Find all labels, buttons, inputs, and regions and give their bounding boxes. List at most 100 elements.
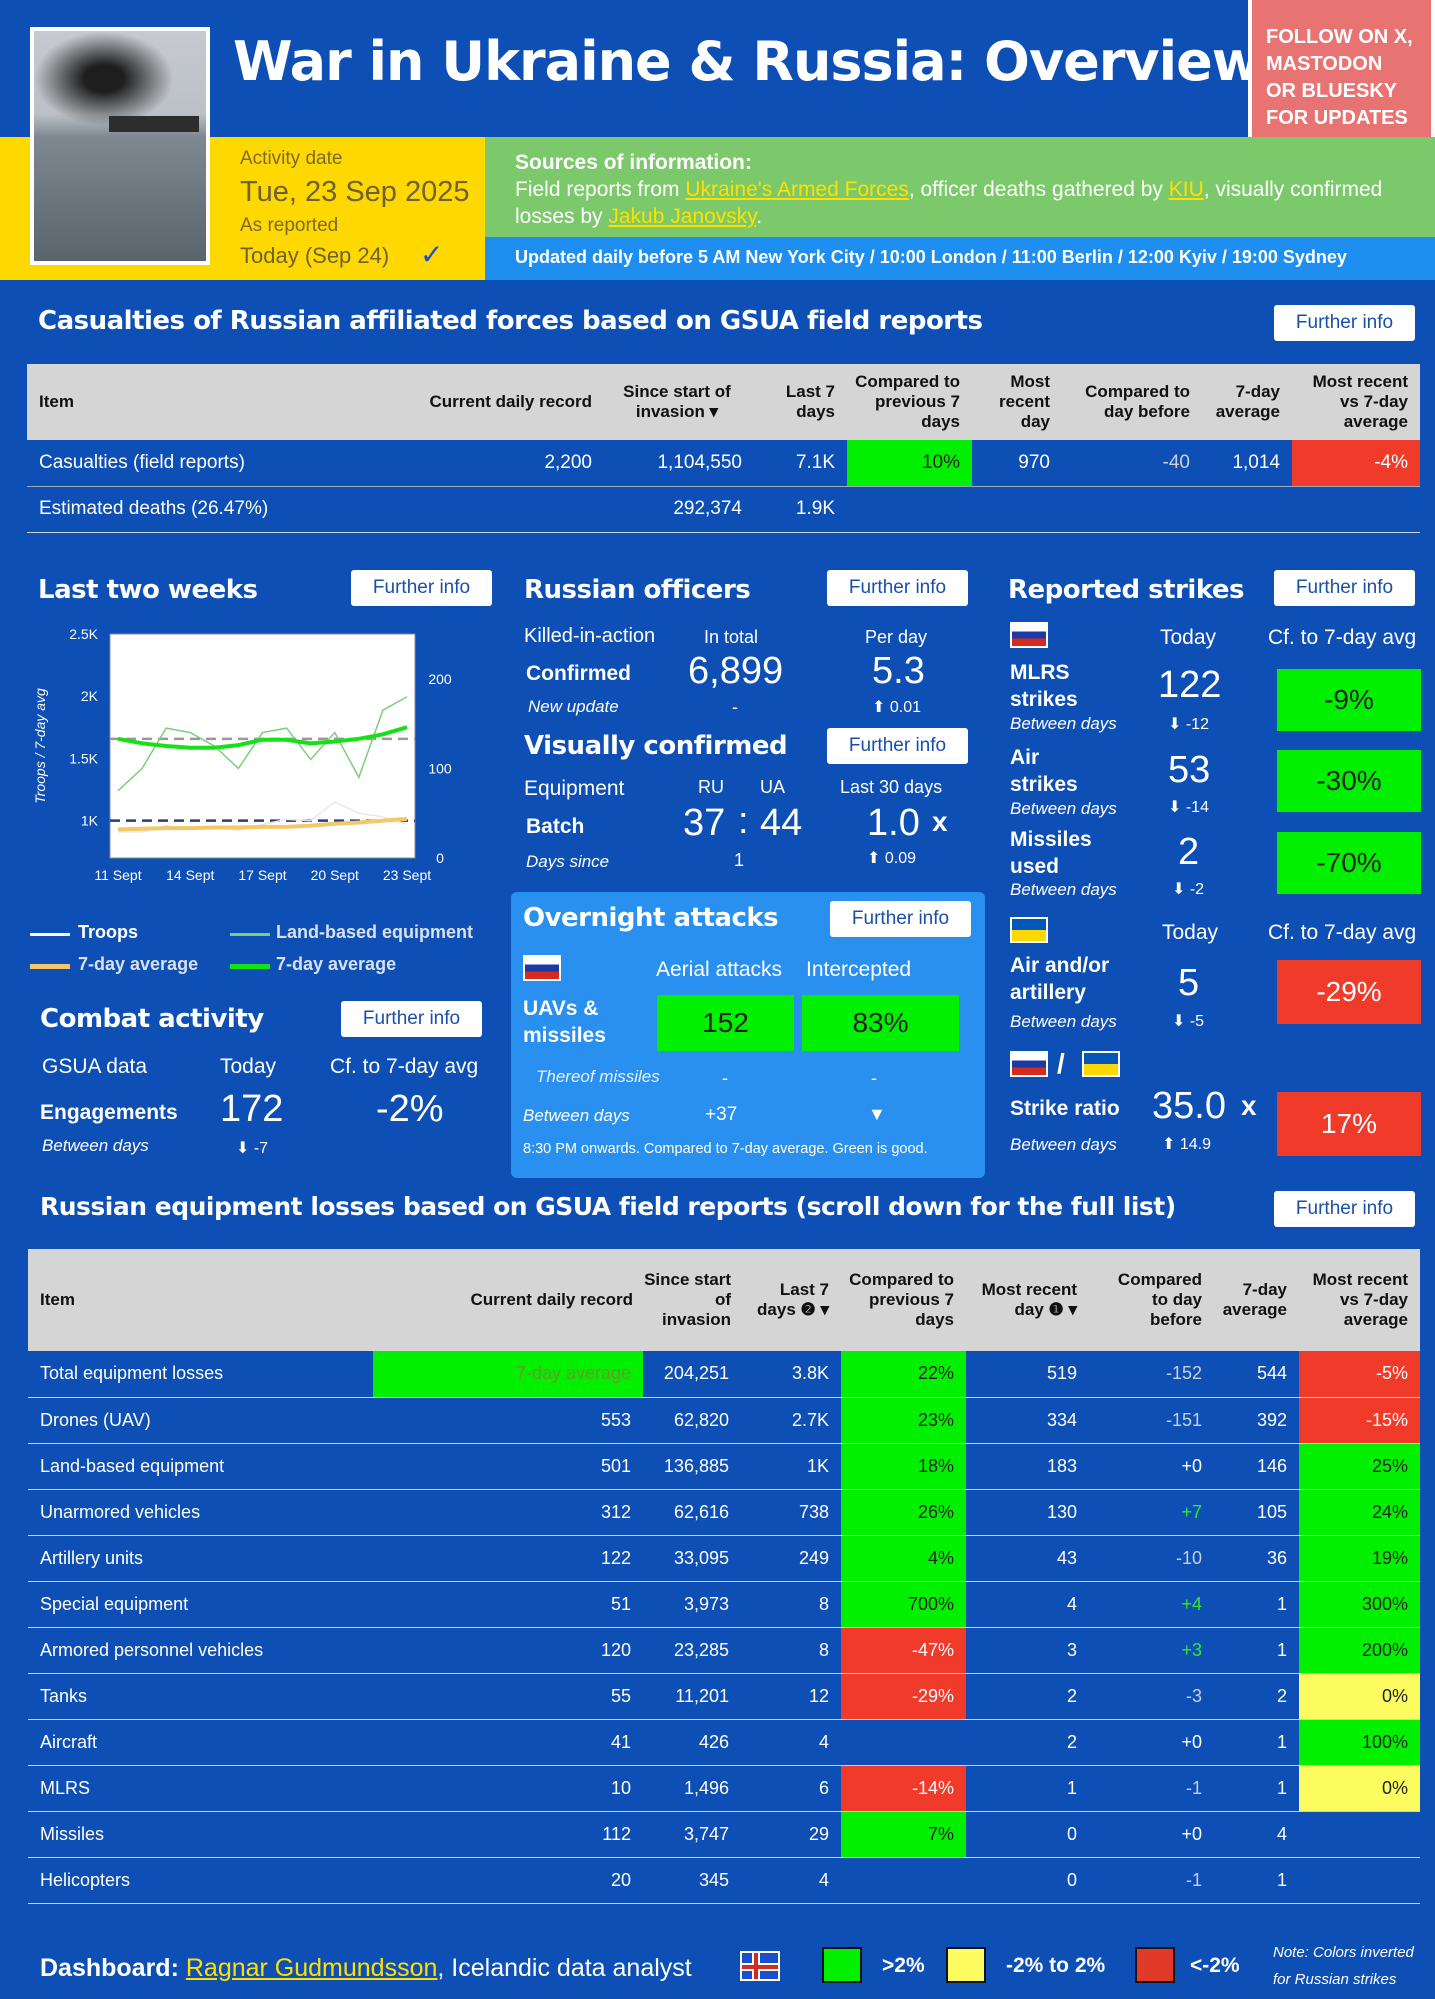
row-item-label: MLRS [40, 1777, 91, 1798]
combat-eng-pct: -2% [376, 1088, 444, 1130]
author-link[interactable]: Ragnar Gudmundsson [185, 1954, 438, 1982]
ukraine-flag-icon [1010, 917, 1048, 943]
table-cell: 62,616 [673, 1501, 729, 1522]
table-cell: 1 [1276, 1731, 1287, 1752]
overnight-title: Overnight attacks [523, 903, 779, 933]
equipment-table: Item Current daily record Since start of… [28, 1249, 1420, 1904]
legend-green-swatch [822, 1947, 862, 1983]
link-kiu[interactable]: KIU [1168, 178, 1204, 201]
overnight-intercepted: Intercepted [806, 958, 912, 981]
sources-box: Sources of information: Field reports fr… [485, 137, 1435, 237]
table-cell [1299, 1811, 1420, 1857]
table-cell: +4 [1181, 1593, 1202, 1614]
table-cell: -151 [1165, 1409, 1202, 1430]
table-cell: 700% [841, 1581, 966, 1627]
sources-title: Sources of information: [515, 151, 752, 174]
overnight-further-info[interactable]: Further info [830, 901, 971, 937]
link-afu[interactable]: Ukraine's Armed Forces [685, 178, 909, 201]
combat-further-info[interactable]: Further info [341, 1001, 482, 1037]
legend-yellow-label: -2% to 2% [1006, 1954, 1106, 1977]
overnight-aerial: Aerial attacks [656, 958, 783, 981]
table-cell: -152 [1165, 1363, 1202, 1384]
overnight-intercepted-value: 83% [802, 995, 959, 1051]
strike-missiles-label: Missiles used [1010, 828, 1092, 878]
table-cell: 25% [1299, 1443, 1420, 1489]
two-weeks-title: Last two weeks [38, 575, 258, 605]
combat-between-val: ⬇ -7 [236, 1140, 269, 1157]
table-cell: 4% [841, 1535, 966, 1581]
strike-air-value: 53 [1168, 749, 1211, 791]
table-cell: -15% [1299, 1397, 1420, 1443]
table-cell: 0 [1066, 1823, 1077, 1844]
table-cell: 6 [818, 1777, 829, 1798]
activity-label: Activity date [240, 148, 343, 169]
table-cell: 51 [610, 1593, 631, 1614]
overnight-aerial-value: 152 [657, 995, 794, 1051]
table-cell: 519 [1046, 1363, 1077, 1384]
combat-gsua: GSUA data [42, 1055, 148, 1078]
strike-mlrs-label: MLRS strikes [1010, 661, 1078, 711]
y-right-tick: 0 [436, 850, 444, 866]
table-cell: 1 [1276, 1593, 1287, 1614]
officers-kia: Killed-in-action [524, 625, 656, 647]
row-item-label: Land-based equipment [40, 1455, 225, 1476]
table-row: Artillery units 122 33,095 249 4% 43 -10 36 19% [28, 1535, 1420, 1581]
table-cell: 1K [806, 1455, 829, 1476]
table-cell [1299, 1857, 1420, 1903]
table-cell: 146 [1256, 1455, 1287, 1476]
x-tick-label: 20 Sept [311, 867, 359, 883]
series-troops-avg [117, 816, 408, 832]
strike-mlrs-pct: -9% [1277, 669, 1421, 731]
table-row: Estimated deaths (26.47%) 292,374 1.9K [27, 486, 1420, 532]
y-left-tick: 2.5K [69, 626, 98, 642]
strikes-further-info[interactable]: Further info [1274, 570, 1415, 606]
table-cell: 3 [1066, 1639, 1077, 1660]
arrow-down-icon: ▼ [868, 1104, 886, 1124]
x-tick-label: 23 Sept [383, 867, 431, 883]
table-cell: 2 [1066, 1731, 1077, 1752]
overnight-uav: UAVs & missiles [523, 997, 606, 1047]
row-item-label: Unarmored vehicles [40, 1501, 201, 1522]
two-weeks-further-info[interactable]: Further info [351, 570, 492, 606]
legend-troops-avg: 7-day average [78, 954, 199, 974]
table-cell: -29% [841, 1673, 966, 1719]
table-cell: 55 [610, 1685, 631, 1706]
table-cell: 20 [610, 1869, 631, 1890]
strike-mlrs-value: 122 [1158, 664, 1222, 706]
officers-further-info[interactable]: Further info [827, 570, 968, 606]
table-cell: 1 [1276, 1777, 1287, 1798]
table-cell: -5% [1299, 1351, 1420, 1397]
table-cell: +0 [1181, 1823, 1202, 1844]
table-cell: 100% [1299, 1719, 1420, 1765]
table-cell: 0 [1066, 1869, 1077, 1890]
table-cell: 1,496 [683, 1777, 729, 1798]
x-tick-label: 17 Sept [238, 867, 286, 883]
x-tick-label: 14 Sept [166, 867, 214, 883]
table-row: MLRS 10 1,496 6 -14% 1 -1 1 0% [28, 1765, 1420, 1811]
link-janovsky[interactable]: Jakub Janovsky [608, 205, 757, 228]
table-cell: 345 [698, 1869, 729, 1890]
casualties-further-info[interactable]: Further info [1274, 305, 1415, 341]
table-cell: 0% [1299, 1765, 1420, 1811]
casualties-title: Casualties of Russian affiliated forces … [38, 306, 983, 336]
combat-engagements: Engagements [40, 1101, 178, 1124]
follow-box[interactable]: FOLLOW ON X, MASTODON OR BLUESKY FOR UPD… [1248, 0, 1435, 150]
visual-further-info[interactable]: Further info [827, 728, 968, 764]
table-cell: 300% [1299, 1581, 1420, 1627]
legend-equipment-avg: 7-day average [276, 954, 397, 974]
series-equipment [117, 696, 408, 792]
table-cell: -1 [1185, 1869, 1202, 1890]
reported-label: As reported [240, 215, 339, 236]
table-cell: 41 [610, 1731, 631, 1752]
check-icon: ✓ [420, 238, 444, 271]
row-item-label: Special equipment [40, 1593, 189, 1614]
table-cell: 120 [600, 1639, 631, 1660]
activity-date: Tue, 23 Sep 2025 [240, 176, 470, 208]
equipment-further-info[interactable]: Further info [1274, 1191, 1415, 1227]
updated-bar: Updated daily before 5 AM New York City … [485, 237, 1435, 280]
table-cell: 501 [600, 1455, 631, 1476]
table-cell: 29 [808, 1823, 829, 1844]
visual-ru-value: 37 [683, 802, 726, 844]
visual-equipment: Equipment [524, 777, 625, 800]
table-cell [841, 1719, 966, 1765]
